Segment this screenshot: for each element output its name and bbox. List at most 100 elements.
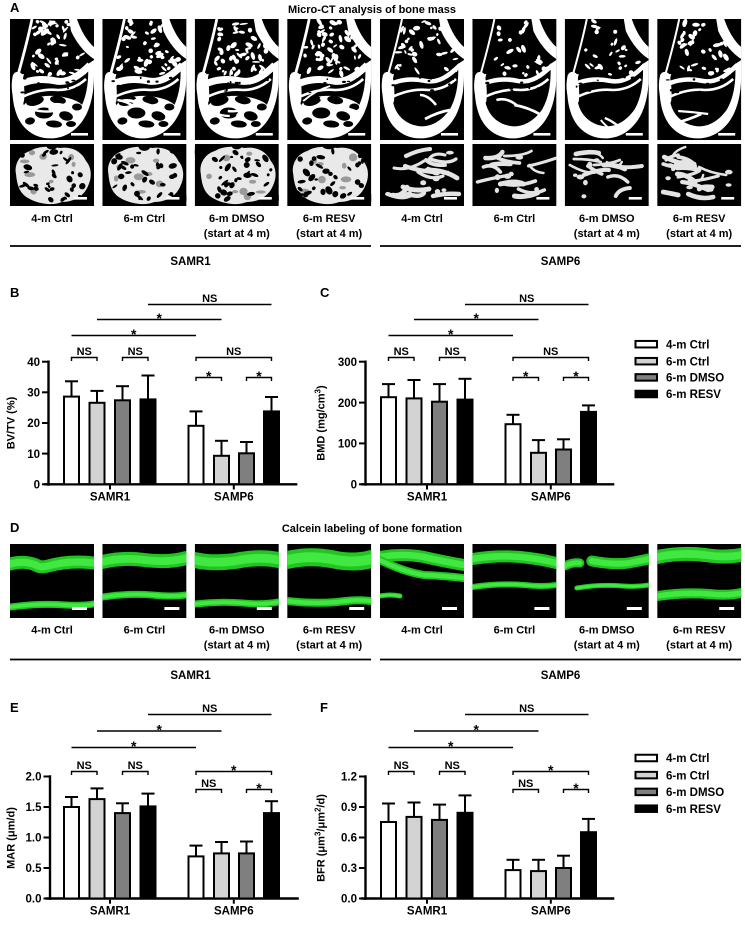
svg-text:MAR (μm/d): MAR (μm/d): [6, 807, 18, 869]
svg-text:0.3: 0.3: [341, 863, 357, 875]
svg-text:6-m RESV: 6-m RESV: [673, 213, 726, 225]
svg-text:6-m Ctrl: 6-m Ctrl: [494, 625, 536, 637]
svg-text:0.6: 0.6: [341, 833, 357, 845]
svg-text:F: F: [320, 700, 328, 715]
svg-text:NS: NS: [519, 293, 534, 305]
svg-text:SAMR1: SAMR1: [170, 256, 211, 268]
svg-text:SAMP6: SAMP6: [214, 491, 254, 503]
svg-text:6-m Ctrl: 6-m Ctrl: [124, 213, 166, 225]
svg-text:A: A: [10, 0, 20, 15]
svg-text:6-m RESV: 6-m RESV: [666, 389, 721, 401]
svg-text:(start at 4 m): (start at 4 m): [574, 640, 640, 652]
svg-text:SAMP6: SAMP6: [541, 670, 581, 682]
svg-text:SAMR1: SAMR1: [407, 906, 448, 918]
svg-text:SAMP6: SAMP6: [531, 906, 571, 918]
svg-text:NS: NS: [77, 346, 92, 358]
svg-text:200: 200: [338, 398, 357, 410]
svg-text:NS: NS: [543, 346, 558, 358]
svg-text:6-m DMSO: 6-m DMSO: [666, 373, 724, 385]
svg-text:NS: NS: [394, 760, 409, 772]
svg-text:6-m Ctrl: 6-m Ctrl: [124, 625, 166, 637]
svg-text:6-m DMSO: 6-m DMSO: [579, 625, 635, 637]
svg-text:4-m Ctrl: 4-m Ctrl: [401, 625, 443, 637]
svg-text:SAMP6: SAMP6: [214, 906, 254, 918]
svg-text:*: *: [131, 738, 137, 754]
svg-text:6-m RESV: 6-m RESV: [303, 213, 356, 225]
svg-text:NS: NS: [201, 778, 216, 790]
svg-text:NS: NS: [202, 293, 217, 305]
svg-text:SAMP6: SAMP6: [531, 491, 571, 503]
svg-text:SAMP6: SAMP6: [541, 256, 581, 268]
svg-text:0.5: 0.5: [26, 863, 43, 875]
svg-text:*: *: [157, 310, 163, 326]
svg-text:D: D: [10, 520, 19, 535]
svg-text:*: *: [131, 326, 137, 342]
svg-text:NS: NS: [519, 703, 534, 715]
svg-text:B: B: [10, 285, 19, 300]
svg-text:6-m DMSO: 6-m DMSO: [209, 625, 265, 637]
svg-text:*: *: [256, 368, 262, 384]
svg-text:BMD (mg/cm3): BMD (mg/cm3): [313, 385, 328, 461]
svg-text:(start at 4 m): (start at 4 m): [296, 228, 362, 240]
svg-text:6-m DMSO: 6-m DMSO: [579, 213, 635, 225]
svg-text:BFR (μm3/μm2/d): BFR (μm3/μm2/d): [313, 794, 328, 882]
svg-text:6-m RESV: 6-m RESV: [666, 804, 721, 816]
svg-text:SAMR1: SAMR1: [407, 491, 448, 503]
svg-text:10: 10: [27, 449, 40, 461]
svg-text:40: 40: [27, 357, 40, 369]
svg-text:*: *: [448, 738, 454, 754]
svg-text:4-m Ctrl: 4-m Ctrl: [666, 339, 709, 351]
svg-text:NS: NS: [128, 760, 143, 772]
svg-text:SAMR1: SAMR1: [90, 906, 131, 918]
svg-text:300: 300: [338, 357, 357, 369]
svg-text:NS: NS: [202, 703, 217, 715]
svg-text:0: 0: [351, 480, 357, 492]
svg-text:NS: NS: [128, 346, 143, 358]
svg-text:*: *: [573, 368, 579, 384]
svg-text:SAMR1: SAMR1: [170, 670, 211, 682]
svg-text:4-m Ctrl: 4-m Ctrl: [31, 213, 73, 225]
svg-text:(start at 4 m): (start at 4 m): [666, 640, 732, 652]
svg-text:0.0: 0.0: [26, 894, 42, 906]
svg-text:0: 0: [34, 480, 40, 492]
svg-text:6-m Ctrl: 6-m Ctrl: [666, 356, 709, 368]
svg-text:6-m DMSO: 6-m DMSO: [666, 787, 724, 799]
svg-text:100: 100: [338, 439, 357, 451]
svg-text:2.0: 2.0: [26, 772, 42, 784]
svg-text:6-m DMSO: 6-m DMSO: [209, 213, 265, 225]
svg-text:*: *: [573, 780, 579, 796]
svg-text:NS: NS: [518, 778, 533, 790]
svg-text:1.5: 1.5: [26, 802, 43, 814]
svg-text:1.2: 1.2: [341, 772, 357, 784]
svg-text:0.0: 0.0: [341, 894, 357, 906]
svg-text:NS: NS: [445, 760, 460, 772]
svg-text:4-m Ctrl: 4-m Ctrl: [31, 625, 73, 637]
svg-text:20: 20: [27, 418, 40, 430]
svg-text:6-m RESV: 6-m RESV: [303, 625, 356, 637]
svg-text:NS: NS: [226, 346, 241, 358]
svg-text:*: *: [448, 326, 454, 342]
svg-text:NS: NS: [445, 346, 460, 358]
svg-text:*: *: [256, 780, 262, 796]
svg-text:*: *: [523, 368, 529, 384]
svg-text:(start at 4 m): (start at 4 m): [204, 228, 270, 240]
svg-text:*: *: [548, 762, 554, 778]
svg-text:0.9: 0.9: [341, 802, 357, 814]
svg-text:*: *: [231, 762, 237, 778]
svg-text:(start at 4 m): (start at 4 m): [666, 228, 732, 240]
svg-text:(start at 4 m): (start at 4 m): [296, 640, 362, 652]
svg-text:*: *: [474, 722, 480, 738]
svg-text:*: *: [157, 722, 163, 738]
svg-text:*: *: [474, 310, 480, 326]
svg-text:NS: NS: [394, 346, 409, 358]
svg-text:Calcein labeling of bone forma: Calcein labeling of bone formation: [282, 523, 463, 535]
svg-text:30: 30: [27, 388, 40, 400]
svg-text:(start at 4 m): (start at 4 m): [574, 228, 640, 240]
svg-text:E: E: [10, 700, 19, 715]
svg-text:*: *: [206, 368, 212, 384]
svg-text:4-m Ctrl: 4-m Ctrl: [401, 213, 443, 225]
svg-text:Micro-CT analysis of bone mass: Micro-CT analysis of bone mass: [288, 4, 456, 16]
svg-text:C: C: [320, 285, 330, 300]
svg-text:(start at 4 m): (start at 4 m): [204, 640, 270, 652]
svg-text:4-m Ctrl: 4-m Ctrl: [666, 753, 709, 765]
